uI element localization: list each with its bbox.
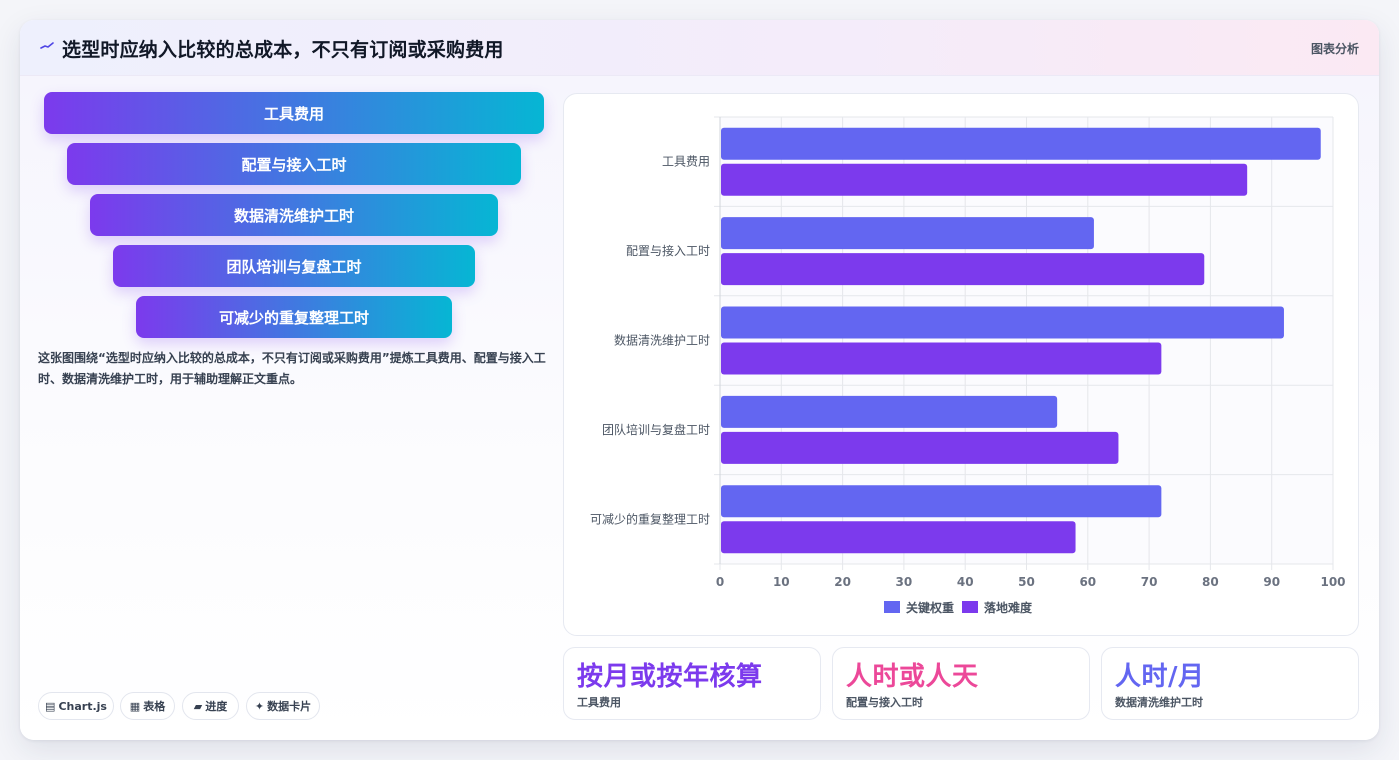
funnel-item: 团队培训与复盘工时 <box>113 245 475 287</box>
chip-chartjs[interactable]: ▤ Chart.js <box>38 692 114 720</box>
x-tick-label: 0 <box>716 575 724 589</box>
card-header: 选型时应纳入比较的总成本，不只有订阅或采购费用 图表分析 <box>20 20 1379 76</box>
y-tick-label: 数据清洗维护工时 <box>614 333 710 348</box>
legend-label: 关键权重 <box>906 600 954 615</box>
chip-table[interactable]: ▦ 表格 <box>120 692 175 720</box>
stat-label: 数据清洗维护工时 <box>1115 696 1203 709</box>
chart-icon: ▤ <box>45 699 56 713</box>
x-tick-label: 60 <box>1079 575 1096 589</box>
x-tick-label: 40 <box>957 575 974 589</box>
bar <box>721 306 1284 339</box>
chip-label: Chart.js <box>58 699 107 713</box>
stat-value: 人时/月 <box>1115 662 1205 692</box>
main-card: 选型时应纳入比较的总成本，不只有订阅或采购费用 图表分析 工具费用 配置与接入工… <box>20 20 1379 740</box>
chip-progress[interactable]: ▰ 进度 <box>182 692 239 720</box>
chip-label: 数据卡片 <box>267 700 312 713</box>
stat-label: 配置与接入工时 <box>846 696 923 709</box>
data-card-icon: ✦ <box>254 699 265 713</box>
stat-card: 人时/月 数据清洗维护工时 <box>1101 647 1359 720</box>
bar-chart: 0 10 20 30 40 50 60 70 80 90 100 工具费用配置与接入工时数据清洗维护工… <box>590 116 1346 615</box>
y-tick-label: 团队培训与复盘工时 <box>602 422 710 437</box>
bar <box>721 217 1094 250</box>
y-tick-label: 可减少的重复整理工时 <box>590 511 710 526</box>
funnel-item-label: 团队培训与复盘工时 <box>226 257 362 276</box>
y-tick-label: 配置与接入工时 <box>626 243 710 258</box>
header-tag: 图表分析 <box>1310 42 1359 56</box>
funnel-item: 配置与接入工时 <box>67 143 521 185</box>
legend-label: 落地难度 <box>984 600 1033 615</box>
x-tick-label: 50 <box>1018 575 1035 589</box>
stat-value: 按月或按年核算 <box>577 662 763 692</box>
legend-swatch <box>962 601 978 613</box>
x-tick-label: 10 <box>773 575 790 589</box>
funnel-item-label: 可减少的重复整理工时 <box>218 308 369 327</box>
bar <box>721 163 1248 196</box>
sparkle-line-icon <box>40 39 56 55</box>
chart-description: 这张图围绕“选型时应纳入比较的总成本，不只有订阅或采购费用”提炼工具费用、配置与… <box>38 351 546 386</box>
x-tick-label: 70 <box>1141 575 1158 589</box>
bar <box>721 342 1162 375</box>
chip-label: 进度 <box>205 700 228 713</box>
bar <box>721 395 1058 428</box>
funnel-item: 可减少的重复整理工时 <box>136 296 452 338</box>
stat-card: 按月或按年核算 工具费用 <box>563 647 821 720</box>
progress-icon: ▰ <box>193 699 203 713</box>
x-tick-label: 30 <box>896 575 913 589</box>
chip-data-card[interactable]: ✦ 数据卡片 <box>246 692 320 720</box>
bar <box>721 253 1205 286</box>
stat-card: 人时或人天 配置与接入工时 <box>832 647 1090 720</box>
x-tick-label: 90 <box>1263 575 1280 589</box>
funnel-item-label: 工具费用 <box>263 104 324 123</box>
stat-label: 工具费用 <box>577 696 621 709</box>
x-tick-label: 20 <box>834 575 851 589</box>
table-icon: ▦ <box>129 699 141 713</box>
stat-value: 人时或人天 <box>846 662 979 692</box>
chart-panel: 0 10 20 30 40 50 60 70 80 90 100 工具费用配置与接入工时数据清洗维护工… <box>563 93 1359 636</box>
bar <box>721 127 1321 160</box>
funnel-item: 数据清洗维护工时 <box>90 194 498 236</box>
funnel-item: 工具费用 <box>44 92 544 134</box>
bar <box>721 485 1162 518</box>
bar <box>721 521 1076 554</box>
legend-swatch <box>884 601 900 613</box>
chip-label: 表格 <box>143 700 166 713</box>
x-tick-label: 80 <box>1202 575 1219 589</box>
funnel-item-label: 配置与接入工时 <box>241 155 347 174</box>
y-tick-label: 工具费用 <box>662 155 710 169</box>
page-title: 选型时应纳入比较的总成本，不只有订阅或采购费用 <box>62 39 504 61</box>
funnel-item-label: 数据清洗维护工时 <box>233 206 354 225</box>
bar <box>721 431 1119 464</box>
x-tick-label: 100 <box>1320 575 1345 589</box>
